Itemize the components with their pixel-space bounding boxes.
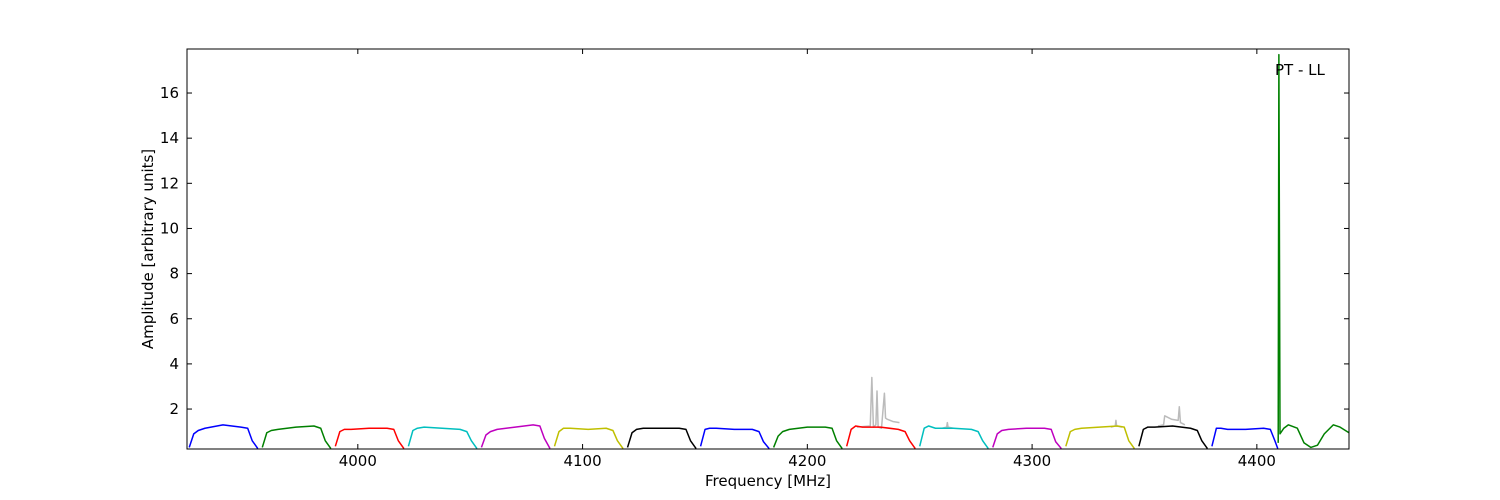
plot-lines bbox=[188, 53, 1349, 449]
plot-frame bbox=[186, 48, 1350, 450]
series-line bbox=[845, 425, 916, 449]
series-line bbox=[1277, 53, 1349, 449]
y-tick-label: 4 bbox=[169, 355, 179, 373]
series-line bbox=[334, 427, 405, 449]
x-tick-label: 4200 bbox=[788, 452, 826, 470]
series-line bbox=[480, 424, 551, 449]
series-line bbox=[918, 425, 989, 449]
series-line bbox=[261, 425, 332, 449]
series-line bbox=[856, 376, 900, 429]
annotation: PT - LL bbox=[1275, 61, 1326, 79]
x-axis-label: Frequency [MHz] bbox=[705, 472, 831, 490]
y-tick-label: 2 bbox=[169, 400, 179, 418]
series-line bbox=[772, 426, 843, 449]
series-line bbox=[1157, 406, 1186, 427]
y-tick-label: 16 bbox=[160, 84, 179, 102]
series-line bbox=[699, 427, 770, 449]
y-tick-label: 10 bbox=[160, 219, 179, 237]
series-line bbox=[188, 424, 259, 449]
series-line bbox=[1065, 425, 1135, 449]
y-axis-label: Amplitude [arbitrary units] bbox=[139, 149, 157, 349]
series-line bbox=[992, 427, 1062, 449]
x-tick-label: 4100 bbox=[563, 452, 601, 470]
series-line bbox=[1211, 427, 1279, 449]
y-tick-label: 12 bbox=[160, 174, 179, 192]
y-tick-label: 6 bbox=[169, 310, 179, 328]
y-tick-label: 14 bbox=[160, 129, 179, 147]
series-line bbox=[1138, 425, 1209, 449]
x-tick-label: 4400 bbox=[1238, 452, 1276, 470]
x-tick-label: 4300 bbox=[1013, 452, 1051, 470]
series-line bbox=[626, 427, 697, 449]
series-line bbox=[407, 426, 478, 449]
series-line bbox=[942, 421, 954, 429]
series-line bbox=[553, 427, 624, 449]
x-tick-label: 4000 bbox=[339, 452, 377, 470]
y-tick-label: 8 bbox=[169, 265, 179, 283]
